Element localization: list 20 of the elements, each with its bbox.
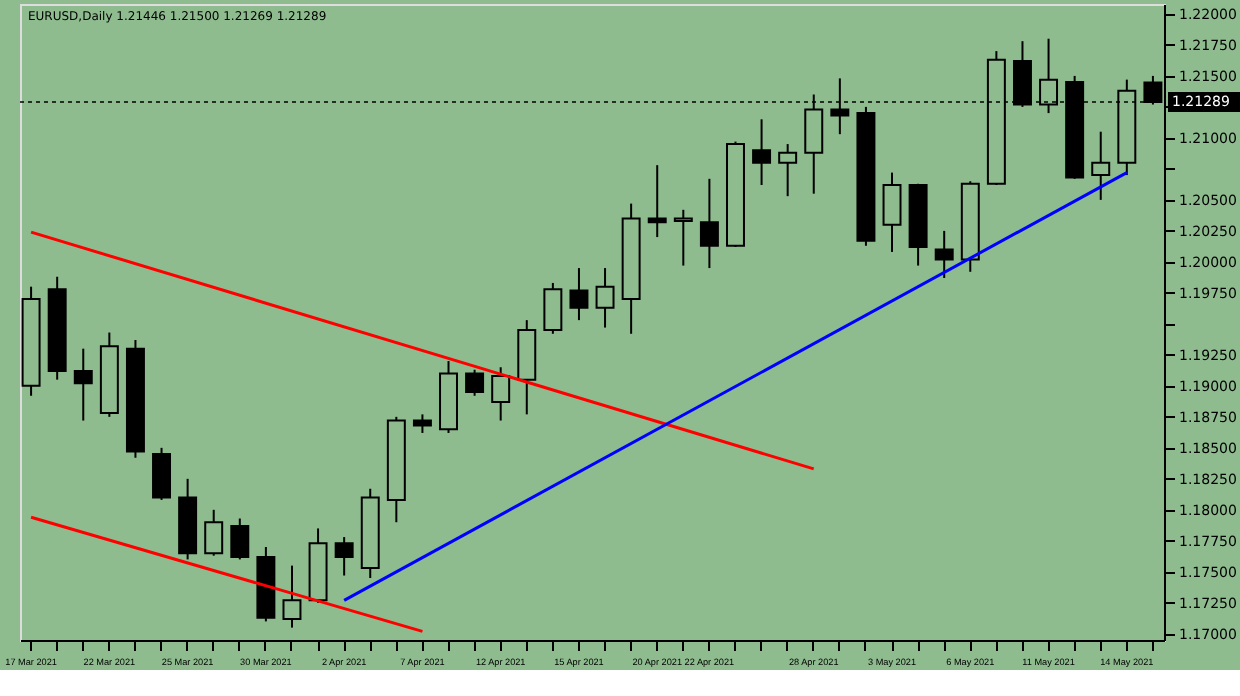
candlestick xyxy=(230,517,250,561)
candlestick xyxy=(595,267,615,329)
candlestick xyxy=(934,229,954,279)
candlestick xyxy=(882,171,902,253)
candlestick xyxy=(282,564,302,629)
candlestick xyxy=(1091,130,1111,201)
candlestick xyxy=(73,347,93,422)
candlestick xyxy=(412,413,432,434)
candlestick xyxy=(752,118,772,187)
candlestick xyxy=(152,446,172,501)
candlestick xyxy=(673,208,693,267)
candlestick xyxy=(647,164,667,239)
candlestick xyxy=(569,267,589,322)
candlestick xyxy=(699,177,719,270)
candlestick xyxy=(204,508,224,557)
candlestick xyxy=(491,366,511,422)
candlestick xyxy=(543,281,563,335)
candlestick xyxy=(334,536,354,577)
candlestick xyxy=(465,368,485,397)
candlestick xyxy=(778,143,798,198)
